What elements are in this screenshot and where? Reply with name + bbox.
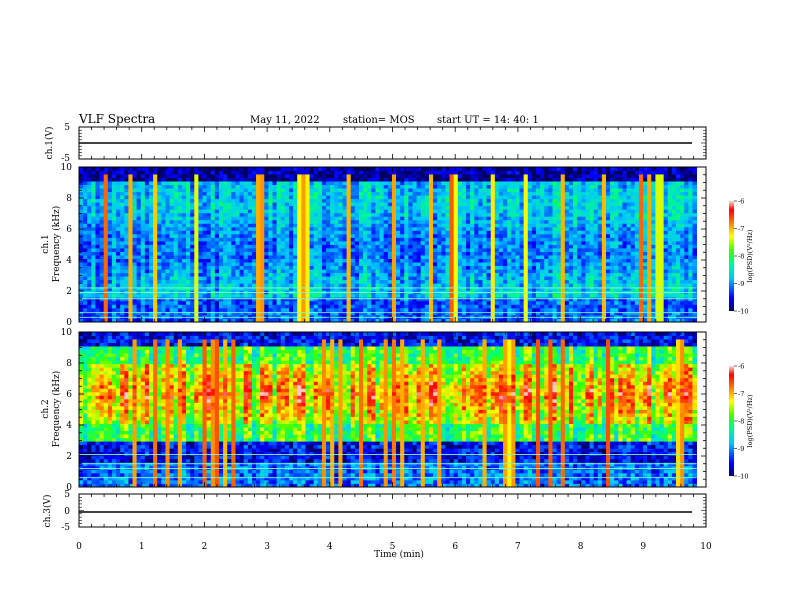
ch3-ytick-mid: 0 — [64, 507, 70, 517]
ch2-colorbar-label: log(PSD)(V²/Hz) — [746, 394, 754, 447]
ch1-spectrogram-panel: 0 2 4 6 8 10 ch.1 Frequency (kHz) — [41, 163, 707, 328]
ch3-waveform-ticks — [78, 493, 707, 528]
ch1-channel-label: ch.1 — [41, 234, 51, 253]
freq-tick-label: 2 — [66, 452, 72, 462]
figure-title: VLF Spectra — [78, 112, 155, 126]
colorbar-tick-label: -9 — [738, 280, 744, 288]
time-tick-label: 9 — [640, 542, 646, 552]
ch1-spectrogram-yticklabels: 0 2 4 6 8 10 — [61, 163, 73, 328]
ch2-colorbar-ticks: -6 -7 -8 -9 -10 — [734, 363, 748, 481]
time-axis-label: Time (min) — [374, 549, 424, 560]
ch2-spectrogram-image — [79, 332, 697, 488]
ch2-channel-label: ch.2 — [41, 399, 51, 418]
ch1-colorbar-ticks: -6 -7 -8 -9 -10 — [734, 198, 748, 316]
freq-tick-label: 10 — [61, 163, 73, 173]
freq-tick-label: 8 — [66, 194, 72, 204]
ch1-colorbar-gradient — [729, 201, 734, 311]
freq-tick-label: 6 — [66, 390, 72, 400]
ch1-waveform-panel: 5 -5 ch.1(V) — [44, 123, 707, 164]
ch2-spectrogram-panel: 0 2 4 6 8 10 ch.2 Frequency (kHz) — [41, 328, 707, 493]
freq-tick-label: 4 — [66, 421, 72, 431]
ch1-colorbar: -6 -7 -8 -9 -10 log(PSD)(V²/Hz) — [729, 198, 754, 316]
time-tick-label: 6 — [452, 542, 458, 552]
colorbar-tick-label: -10 — [738, 473, 748, 481]
colorbar-tick-label: -8 — [738, 418, 744, 426]
time-tick-label: 8 — [578, 542, 584, 552]
colorbar-tick-label: -6 — [738, 363, 744, 371]
ch2-colorbar-gradient — [729, 366, 734, 476]
ch1-colorbar-label: log(PSD)(V²/Hz) — [746, 229, 754, 282]
time-axis-ticklabels: 0 1 2 3 4 5 6 7 8 9 10 — [76, 542, 712, 552]
time-tick-label: 0 — [76, 542, 82, 552]
ch3-ytick-top: 5 — [64, 490, 70, 500]
ch1-ytick-bottom: -5 — [61, 154, 70, 164]
time-tick-label: 7 — [515, 542, 521, 552]
time-tick-label: 10 — [700, 542, 712, 552]
station-label: station= MOS — [343, 115, 415, 126]
colorbar-tick-label: -6 — [738, 198, 744, 206]
colorbar-tick-label: -7 — [738, 390, 744, 398]
time-tick-label: 3 — [264, 542, 270, 552]
freq-tick-label: 0 — [66, 318, 72, 328]
ch3-waveform-ylabel: ch.3(V) — [42, 495, 53, 528]
colorbar-tick-label: -9 — [738, 445, 744, 453]
date-label: May 11, 2022 — [250, 115, 320, 126]
ch1-frequency-ylabel: Frequency (kHz) — [51, 206, 62, 283]
colorbar-tick-label: -10 — [738, 308, 748, 316]
freq-tick-label: 0 — [66, 483, 72, 493]
freq-tick-label: 6 — [66, 225, 72, 235]
ch1-spectrogram-image — [79, 167, 697, 323]
time-tick-label: 2 — [202, 542, 208, 552]
ch1-ytick-top: 5 — [64, 123, 70, 133]
ch2-frequency-ylabel: Frequency (kHz) — [51, 371, 62, 448]
colorbar-tick-label: -7 — [738, 225, 744, 233]
ch3-ytick-bottom: -5 — [61, 523, 70, 533]
ch1-spectrogram-ticks — [78, 166, 707, 323]
start-time-label: start UT = 14: 40: 1 — [437, 115, 539, 126]
ch2-colorbar: -6 -7 -8 -9 -10 log(PSD)(V²/Hz) — [729, 363, 754, 481]
freq-tick-label: 4 — [66, 256, 72, 266]
freq-tick-label: 2 — [66, 287, 72, 297]
ch3-waveform-panel: 5 0 -5 ch.3(V) — [42, 490, 707, 533]
ch1-waveform-ylabel: ch.1(V) — [44, 127, 55, 160]
ch2-spectrogram-yticklabels: 0 2 4 6 8 10 — [61, 328, 73, 493]
time-tick-label: 5 — [390, 542, 396, 552]
ch2-spectrogram-ticks — [78, 331, 707, 488]
ch1-waveform-ticks — [78, 126, 707, 160]
time-tick-label: 4 — [327, 542, 333, 552]
time-tick-label: 1 — [139, 542, 145, 552]
colorbar-tick-label: -8 — [738, 253, 744, 261]
freq-tick-label: 10 — [61, 328, 73, 338]
freq-tick-label: 8 — [66, 359, 72, 369]
